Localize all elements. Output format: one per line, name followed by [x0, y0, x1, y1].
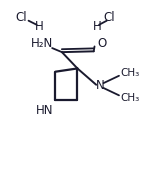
Text: H₂N: H₂N [31, 37, 53, 50]
Text: CH₃: CH₃ [120, 93, 139, 103]
Text: Cl: Cl [103, 11, 115, 24]
Text: N: N [96, 79, 105, 92]
Text: O: O [97, 37, 106, 50]
Text: H: H [93, 20, 101, 33]
Text: Cl: Cl [15, 11, 27, 24]
Text: HN: HN [36, 104, 54, 117]
Text: H: H [35, 20, 44, 33]
Text: CH₃: CH₃ [120, 68, 139, 78]
